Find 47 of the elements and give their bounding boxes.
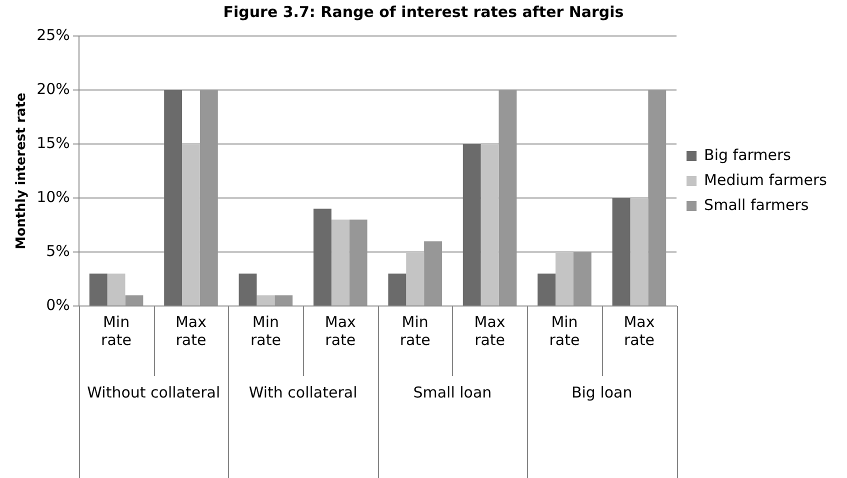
y-tick-label: 5% — [46, 242, 70, 260]
x-tick-label: Max rate — [175, 312, 207, 349]
bar — [480, 144, 499, 306]
bar — [125, 295, 144, 306]
bar — [107, 274, 126, 306]
y-tick-label: 25% — [36, 26, 70, 44]
x-tick-label: Max rate — [324, 312, 356, 349]
x-tick-label: Min rate — [250, 312, 281, 349]
y-tick-label: 10% — [36, 188, 70, 206]
bar — [648, 90, 666, 306]
bar — [630, 198, 648, 306]
bar — [349, 220, 368, 306]
bar — [388, 274, 406, 306]
bar — [256, 295, 275, 306]
text: Small loan — [413, 383, 492, 402]
bar — [89, 274, 108, 306]
bar — [274, 295, 293, 306]
text: With collateral — [248, 383, 358, 402]
bar — [314, 208, 332, 306]
x-tick-label: Max rate — [474, 312, 506, 349]
x-tick-label: Min rate — [549, 312, 580, 349]
bar — [424, 241, 442, 306]
x-tick-label: Max rate — [624, 312, 655, 349]
bar — [573, 252, 592, 306]
y-tick-label: 15% — [36, 134, 70, 152]
legend-label: Big farmers — [704, 146, 792, 164]
y-axis-title: Monthly interest rate — [14, 92, 30, 250]
bar — [498, 90, 517, 306]
bar — [164, 90, 182, 306]
bar — [538, 274, 556, 306]
bar — [182, 144, 200, 306]
legend-label: Medium farmers — [704, 170, 828, 189]
bar — [462, 144, 481, 306]
bar — [331, 220, 350, 306]
x-tick-label: Min rate — [101, 312, 132, 349]
x-tick-label: Min rate — [400, 312, 430, 349]
bar — [200, 90, 218, 306]
y-tick-label: 20% — [36, 80, 70, 98]
bar — [612, 198, 630, 306]
bar — [238, 274, 257, 306]
legend-label: Small farmers — [704, 196, 809, 214]
text: Big loan — [571, 383, 632, 402]
y-tick-label: 0% — [46, 296, 70, 314]
bar — [556, 252, 574, 306]
text: Without collateral — [87, 383, 220, 402]
chart-title: Figure 3.7: Range of interest rates after Nargis — [223, 2, 624, 21]
bar — [406, 252, 424, 306]
